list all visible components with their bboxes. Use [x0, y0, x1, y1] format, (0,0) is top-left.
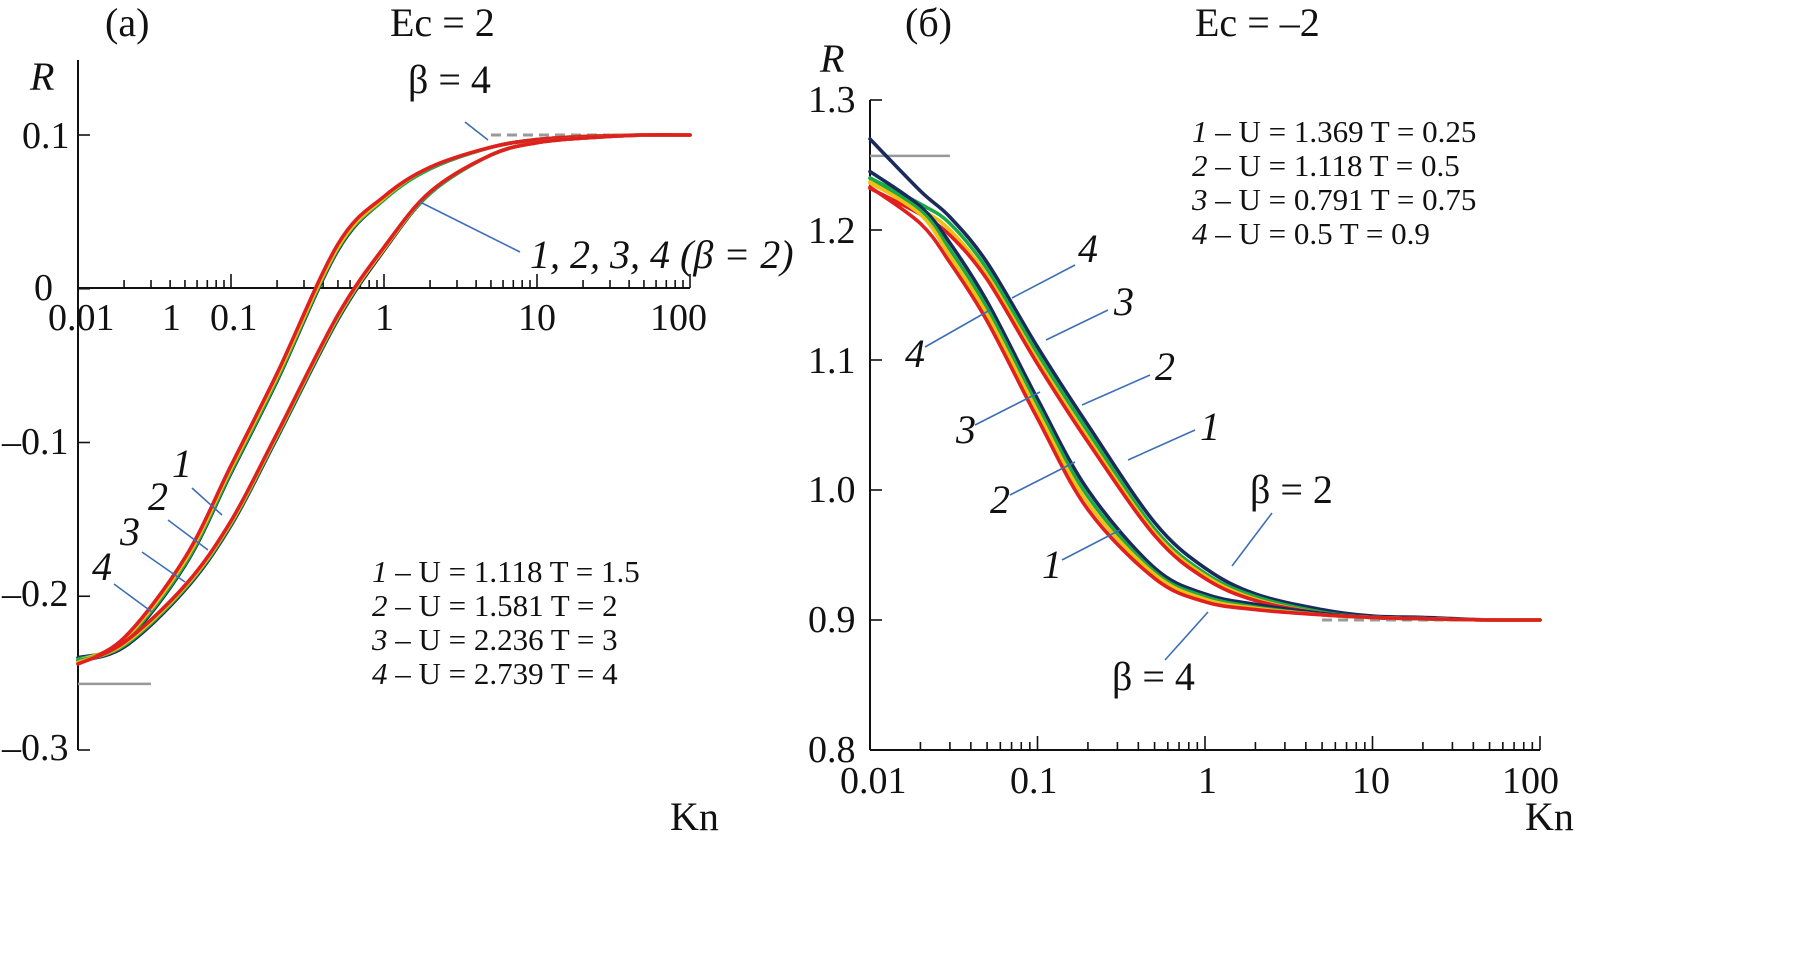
panel-a-x-tick-label: 10 — [518, 297, 556, 339]
panel-a-y-tick-label: 0 — [34, 267, 53, 309]
panel-a-legend-entry: 4 – U = 2.739 T = 4 — [372, 656, 618, 691]
panel-b-x-tick-label: 1 — [1198, 760, 1217, 802]
panel-a-curve-number: 2 — [148, 474, 168, 519]
panel-b-y-tick-label: 1.0 — [808, 469, 856, 511]
panel-b-x-ticks — [869, 736, 1541, 750]
panel-a: (a) Ec = 2 R Kn 0.01 1 0.1 1 10 100 0.1 … — [1, 0, 794, 839]
panel-b-curve-leader — [924, 309, 991, 348]
panel-b-y-tick-label: 0.9 — [808, 599, 856, 641]
panel-b-label: (б) — [905, 0, 952, 45]
panel-b-curve-leader — [1045, 309, 1109, 341]
panel-a-x-tick-label: 1 — [162, 297, 181, 339]
panel-a-y-label: R — [29, 54, 54, 99]
panel-a-curve-leader — [191, 487, 223, 516]
panel-b-legend-entry: 4 – U = 0.5 T = 0.9 — [1192, 216, 1430, 251]
panel-b-curve-4-beta4 — [868, 185, 1542, 622]
panel-a-legend-entry: 1 – U = 1.118 T = 1.5 — [372, 554, 640, 589]
panel-b-x-label: Kn — [1525, 794, 1574, 839]
panel-b-y-tick-label: 0.8 — [808, 729, 856, 771]
panel-b-legend-entry: 2 – U = 1.118 T = 0.5 — [1192, 148, 1460, 183]
panel-a-curve-4-beta4 — [76, 133, 692, 666]
panel-b-x-tick-label: 100 — [1502, 760, 1559, 802]
panel-a-curve-4-beta2 — [76, 132, 692, 666]
panel-b-curve-leader — [1061, 529, 1121, 561]
panel-b-curve-number: 4 — [1078, 226, 1098, 271]
panel-a-curve-number: 1 — [172, 441, 192, 486]
panel-b-curve-number: 2 — [990, 477, 1010, 522]
panel-b-beta4-leader — [1164, 611, 1209, 661]
panel-b-curve-number: 1 — [1042, 542, 1062, 587]
panel-b-legend-entry: 3 – U = 0.791 T = 0.75 — [1191, 182, 1476, 217]
panel-b-x-tick-label: 10 — [1352, 760, 1390, 802]
panel-a-legend-entry: 2 – U = 1.581 T = 2 — [372, 588, 618, 623]
panel-a-beta2-label: 1, 2, 3, 4 (β = 2) — [530, 232, 794, 277]
panel-a-x-tick-label: 1 — [375, 297, 394, 339]
panel-b-beta4-label: β = 4 — [1112, 654, 1195, 699]
panel-b-reference-lines — [870, 154, 1453, 622]
panel-b-y-tick-label: 1.3 — [808, 79, 856, 121]
panel-a-curve-number: 4 — [92, 544, 112, 589]
panel-a-beta2-leader — [419, 201, 521, 253]
panel-a-curve-leader — [141, 551, 186, 583]
panel-a-x-label: Kn — [670, 794, 719, 839]
panel-a-y-tick-label: –0.3 — [1, 727, 69, 769]
panel-b-y-label: R — [819, 36, 844, 81]
panel-a-y-tick-label: –0.1 — [1, 421, 69, 463]
panel-b-curve-leader — [1011, 264, 1076, 299]
panel-a-title: Ec = 2 — [390, 0, 495, 45]
panel-a-curves — [76, 132, 692, 666]
panel-b-curve-leader — [1081, 374, 1151, 406]
panel-b-y-tick-label: 1.2 — [808, 210, 856, 252]
panel-a-curve-number: 3 — [119, 509, 140, 554]
panel-b-curve-number: 4 — [905, 331, 925, 376]
panel-b-curve-number: 1 — [1200, 404, 1220, 449]
panel-b-curve-leader — [974, 391, 1041, 426]
panel-b-curve-number: 2 — [1155, 344, 1175, 389]
panel-b-beta2-label: β = 2 — [1250, 467, 1333, 512]
panel-b-curve-leader — [1009, 461, 1076, 496]
panel-a-y-tick-label: 0.1 — [22, 115, 70, 157]
panel-a-x-tick-label: 0.01 — [48, 297, 115, 339]
panel-b-curve-number: 3 — [955, 407, 976, 452]
panel-b-beta2-leader — [1231, 512, 1273, 567]
panel-a-label: (a) — [105, 0, 149, 45]
panel-b-curves — [868, 137, 1542, 622]
panel-a-y-tick-label: –0.2 — [1, 573, 69, 615]
panel-a-beta4-label: β = 4 — [408, 57, 491, 102]
panel-b-x-tick-label: 0.1 — [1010, 760, 1058, 802]
panel-b-curve-number: 3 — [1113, 279, 1134, 324]
panel-a-curve-leader — [113, 583, 153, 613]
panel-b-x-tick-label: 0.01 — [840, 760, 907, 802]
panel-b-legend-entry: 1 – U = 1.369 T = 0.25 — [1192, 114, 1476, 149]
panel-a-y-ticks — [78, 134, 90, 751]
panel-a-legend: 1 – U = 1.118 T = 1.5 2 – U = 1.581 T = … — [371, 554, 640, 691]
panel-a-x-tick-label: 0.1 — [210, 297, 258, 339]
panel-a-x-tick-label: 100 — [650, 297, 707, 339]
panel-b-curve-leader — [1127, 429, 1196, 461]
panel-b-y-ticks — [870, 99, 882, 751]
panel-b: (б) Ec = –2 R Kn 0.01 0.1 1 10 100 1.3 1… — [808, 0, 1574, 839]
panel-b-y-tick-label: 1.1 — [808, 340, 856, 382]
panel-b-legend: 1 – U = 1.369 T = 0.25 2 – U = 1.118 T =… — [1191, 114, 1476, 251]
panel-a-legend-entry: 3 – U = 2.236 T = 3 — [371, 622, 618, 657]
panel-b-title: Ec = –2 — [1195, 0, 1320, 45]
panel-a-curve-leader — [167, 519, 209, 551]
panel-a-beta4-leader — [464, 121, 489, 141]
